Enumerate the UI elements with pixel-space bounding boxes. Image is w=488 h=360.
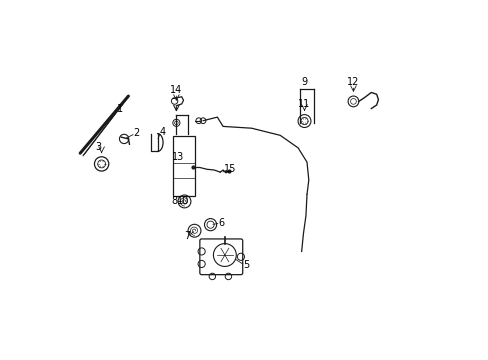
Text: 3: 3 <box>95 142 101 152</box>
Text: 9: 9 <box>301 77 307 87</box>
Text: 4: 4 <box>159 127 165 138</box>
Bar <box>173 136 195 196</box>
Text: 2: 2 <box>133 128 139 138</box>
Text: 13: 13 <box>172 152 184 162</box>
Text: 1: 1 <box>117 104 123 113</box>
Text: 6: 6 <box>218 218 224 228</box>
Text: 5: 5 <box>243 260 249 270</box>
Text: 12: 12 <box>346 77 359 87</box>
Text: 10: 10 <box>177 197 189 206</box>
Text: 11: 11 <box>298 99 310 109</box>
Text: 14: 14 <box>170 85 182 95</box>
Text: 8: 8 <box>171 197 177 206</box>
Text: 7: 7 <box>184 231 190 241</box>
Text: 15: 15 <box>224 164 236 174</box>
